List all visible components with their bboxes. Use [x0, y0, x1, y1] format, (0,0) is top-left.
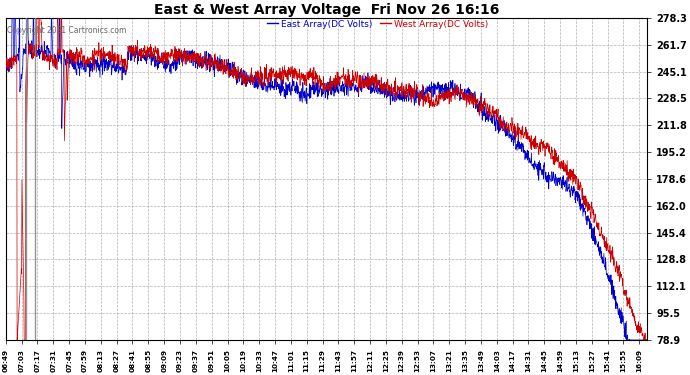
Title: East & West Array Voltage  Fri Nov 26 16:16: East & West Array Voltage Fri Nov 26 16:… — [154, 3, 499, 17]
Text: Copyright 2021 Cartronics.com: Copyright 2021 Cartronics.com — [7, 26, 126, 35]
Legend: East Array(DC Volts), West Array(DC Volts): East Array(DC Volts), West Array(DC Volt… — [264, 16, 492, 32]
